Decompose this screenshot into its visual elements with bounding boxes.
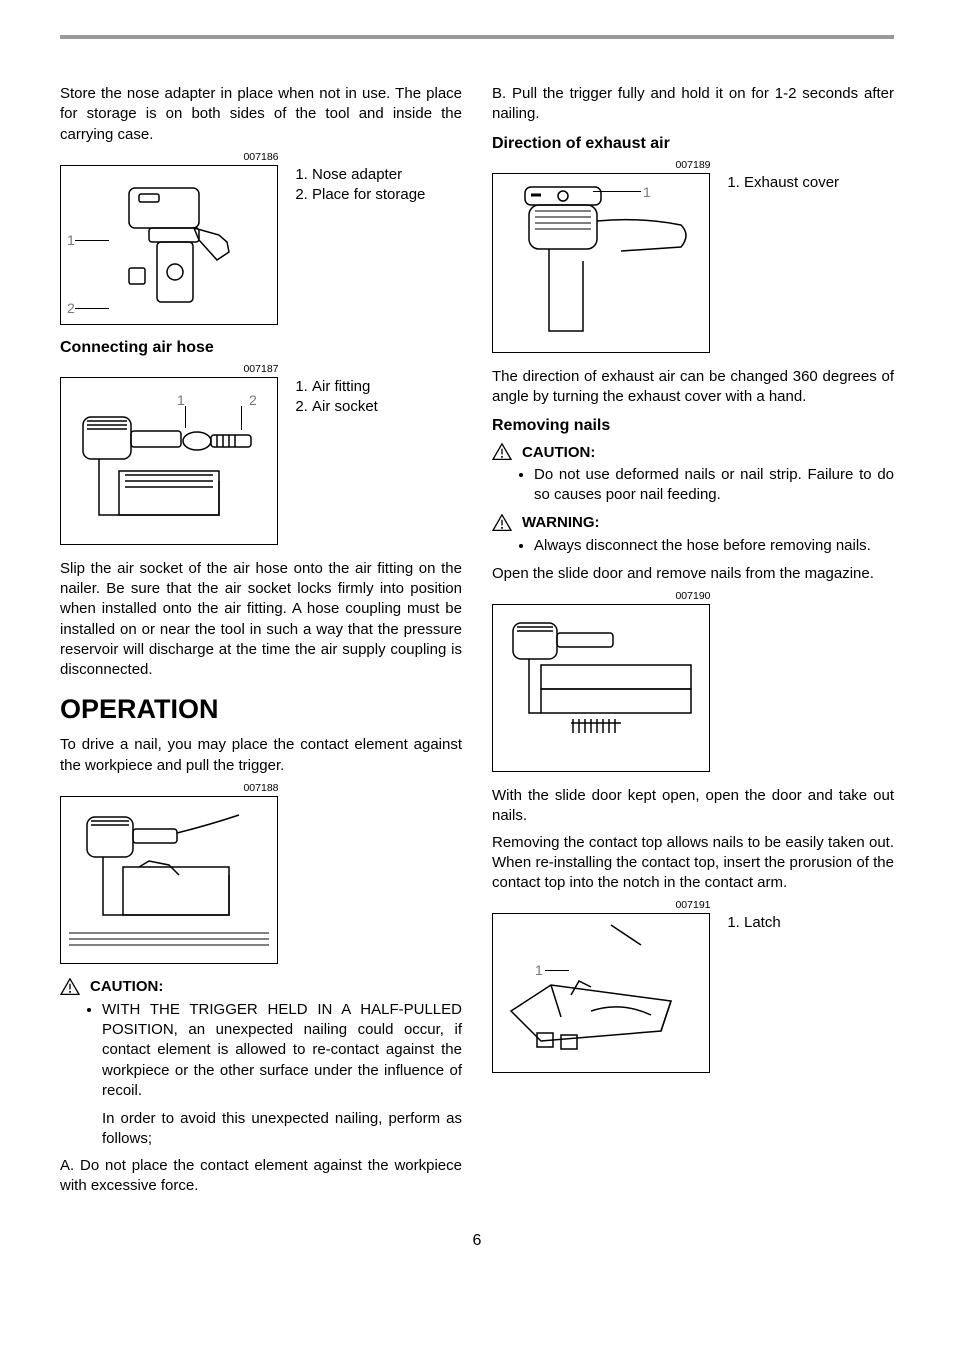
callout-item: Place for storage — [312, 185, 425, 205]
caution-list: Do not use deformed nails or nail strip.… — [492, 465, 894, 506]
page-number: 6 — [60, 1232, 894, 1250]
warning-triangle-icon — [492, 514, 512, 532]
figure-id: 007188 — [60, 782, 462, 794]
caution-label: CAUTION: — [522, 444, 595, 461]
callout-item: Latch — [744, 913, 781, 933]
figure-5-row — [492, 604, 894, 772]
tool-illustration — [501, 613, 701, 763]
callout-line — [75, 240, 109, 241]
warning-bullet: Always disconnect the hose before removi… — [534, 536, 894, 556]
heading-connecting: Connecting air hose — [60, 339, 462, 357]
callout-line — [185, 406, 186, 428]
caution-follow: In order to avoid this unexpected nailin… — [60, 1109, 462, 1150]
callout-line — [593, 191, 641, 192]
open-paragraph: Open the slide door and remove nails fro… — [492, 564, 894, 584]
callout-line — [241, 406, 242, 430]
figure-1-callouts: Nose adapter Place for storage — [292, 165, 425, 206]
tool-illustration — [501, 921, 701, 1065]
callout-num-1: 1 — [535, 962, 543, 978]
tool-illustration — [99, 180, 269, 310]
heading-operation: OPERATION — [60, 694, 462, 725]
intro-paragraph: Store the nose adapter in place when not… — [60, 84, 462, 145]
warning-triangle-icon — [60, 978, 80, 996]
figure-3 — [60, 796, 278, 964]
item-b: B. Pull the trigger fully and hold it on… — [492, 84, 894, 125]
tool-illustration — [69, 391, 269, 531]
drive-paragraph: To drive a nail, you may place the conta… — [60, 735, 462, 776]
figure-6-row: 1 Latch — [492, 913, 894, 1073]
callout-num-2: 2 — [249, 392, 257, 408]
callout-item: Nose adapter — [312, 165, 425, 185]
figure-2-callouts: Air fitting Air socket — [292, 377, 378, 418]
two-column-layout: Store the nose adapter in place when not… — [60, 84, 894, 1202]
figure-2-row: 1 2 — [60, 377, 462, 545]
figure-id: 007187 — [60, 363, 462, 375]
caution-bullet: Do not use deformed nails or nail strip.… — [534, 465, 894, 506]
callout-num-1: 1 — [177, 392, 185, 408]
heading-removing: Removing nails — [492, 417, 894, 435]
callout-line — [75, 308, 109, 309]
figure-6-callouts: Latch — [724, 913, 781, 933]
callout-num-1: 1 — [643, 184, 651, 200]
slide-paragraph: With the slide door kept open, open the … — [492, 786, 894, 827]
item-a: A. Do not place the contact element agai… — [60, 1156, 462, 1197]
page: Store the nose adapter in place when not… — [0, 0, 954, 1280]
callout-line — [545, 970, 569, 971]
figure-1: 1 2 — [60, 165, 278, 325]
callout-item: Air socket — [312, 397, 378, 417]
figure-4-callouts: Exhaust cover — [724, 173, 839, 193]
exhaust-paragraph: The direction of exhaust air can be chan… — [492, 367, 894, 408]
warning-label: WARNING: — [522, 514, 600, 531]
figure-4-row: 1 Exhaus — [492, 173, 894, 353]
figure-id: 007186 — [60, 151, 462, 163]
caution-list: WITH THE TRIGGER HELD IN A HALF-PULLED P… — [60, 1000, 462, 1101]
caution-bullet: WITH THE TRIGGER HELD IN A HALF-PULLED P… — [102, 1000, 462, 1101]
left-column: Store the nose adapter in place when not… — [60, 84, 462, 1202]
top-rule — [60, 35, 894, 39]
figure-4: 1 — [492, 173, 710, 353]
callout-num-2: 2 — [67, 300, 75, 316]
slip-paragraph: Slip the air socket of the air hose onto… — [60, 559, 462, 681]
figure-2: 1 2 — [60, 377, 278, 545]
figure-id: 007191 — [492, 899, 894, 911]
callout-num-1: 1 — [67, 232, 75, 248]
caution-label: CAUTION: — [90, 978, 163, 995]
figure-id: 007190 — [492, 590, 894, 602]
tool-illustration — [69, 805, 269, 955]
figure-5 — [492, 604, 710, 772]
caution-row: CAUTION: — [60, 978, 462, 996]
heading-exhaust: Direction of exhaust air — [492, 135, 894, 153]
figure-1-row: 1 2 — [60, 165, 462, 325]
right-column: B. Pull the trigger fully and hold it on… — [492, 84, 894, 1202]
warning-triangle-icon — [492, 443, 512, 461]
figure-3-row — [60, 796, 462, 964]
callout-item: Air fitting — [312, 377, 378, 397]
contact-paragraph: Removing the contact top allows nails to… — [492, 833, 894, 894]
caution-row: CAUTION: — [492, 443, 894, 461]
figure-id: 007189 — [492, 159, 894, 171]
warning-row: WARNING: — [492, 514, 894, 532]
callout-item: Exhaust cover — [744, 173, 839, 193]
figure-6: 1 — [492, 913, 710, 1073]
tool-illustration — [501, 181, 701, 345]
warning-list: Always disconnect the hose before removi… — [492, 536, 894, 556]
